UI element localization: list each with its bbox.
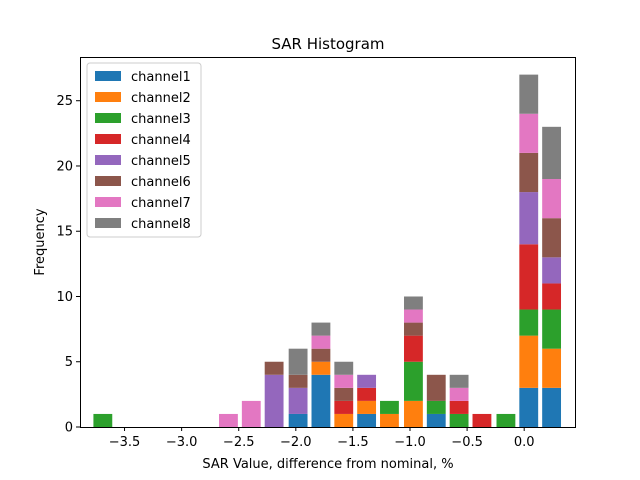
legend-label-channel7: channel7 (131, 196, 191, 211)
legend-label-channel2: channel2 (131, 91, 191, 106)
bar-channel8-bin-5 (311, 322, 331, 336)
legend-label-channel1: channel1 (131, 70, 191, 85)
bar-channel7-bin-15 (542, 179, 562, 219)
legend-box (86, 62, 202, 238)
bar-channel5-bin-4 (288, 387, 308, 414)
bar-channel4-bin-12 (472, 413, 492, 427)
legend-label-channel8: channel8 (131, 217, 191, 232)
legend-swatch-channel2 (95, 92, 121, 102)
bar-channel3-bin-10 (426, 400, 446, 414)
bar-channel7-bin-14 (519, 113, 539, 153)
x-tick-label: −2.0 (280, 435, 312, 450)
bar-channel7-bin-9 (404, 309, 423, 323)
bar-channel8-bin-15 (542, 126, 562, 180)
y-tick-label: 10 (56, 290, 73, 305)
bar-channel7-bin-11 (449, 387, 469, 401)
plot-area-frame (80, 57, 576, 428)
bars-layer (93, 74, 562, 427)
x-tick-label: −3.0 (166, 435, 198, 450)
legend-swatch-channel7 (95, 197, 121, 207)
bar-channel7-bin-5 (311, 335, 331, 349)
bar-channel1-bin-15 (542, 387, 562, 427)
chart-title: SAR Histogram (271, 35, 384, 53)
legend-label-channel4: channel4 (131, 133, 191, 148)
legend-swatch-channel5 (95, 155, 121, 165)
y-tick-label: 25 (56, 94, 73, 109)
bar-channel6-bin-6 (334, 387, 354, 401)
bar-channel2-bin-15 (542, 348, 562, 388)
bar-channel3-bin-15 (542, 309, 562, 349)
x-axis-label: SAR Value, difference from nominal, % (202, 457, 453, 472)
bar-channel5-bin-3 (264, 374, 284, 427)
bar-channel7-bin-1 (219, 413, 238, 427)
bar-channel6-bin-10 (426, 374, 446, 401)
x-tick-label: 0.0 (514, 435, 535, 450)
bar-channel1-bin-10 (426, 413, 446, 427)
bar-channel1-bin-7 (357, 413, 377, 427)
bar-channel2-bin-8 (380, 413, 399, 427)
bar-channel5-bin-14 (519, 192, 539, 245)
bar-channel3-bin-14 (519, 309, 539, 336)
legend-label-channel3: channel3 (131, 112, 191, 127)
bar-channel3-bin-13 (496, 413, 516, 427)
legend-swatch-channel4 (95, 134, 121, 144)
bar-channel1-bin-4 (288, 413, 308, 427)
bar-channel6-bin-9 (404, 322, 423, 336)
bar-channel4-bin-7 (357, 387, 377, 401)
bar-channel3-bin-9 (404, 361, 423, 401)
bar-channel8-bin-4 (288, 348, 308, 375)
x-tick-label: −2.5 (223, 435, 255, 450)
bar-channel4-bin-11 (449, 400, 469, 414)
bar-channel5-bin-7 (357, 374, 377, 388)
bar-channel1-bin-5 (311, 374, 331, 427)
x-axis-ticks: −3.5 −3.0 −2.5 −2.0 −1.5 −1.0 −0.5 0.0 (109, 427, 535, 450)
legend-swatch-channel6 (95, 176, 121, 186)
bar-channel3-bin-11 (449, 413, 469, 427)
legend-label-channel6: channel6 (131, 175, 191, 190)
bar-channel5-bin-15 (542, 257, 562, 284)
bar-channel8-bin-14 (519, 74, 539, 114)
y-tick-label: 20 (56, 159, 73, 174)
y-axis-ticks: 0 5 10 15 20 25 (56, 94, 80, 436)
bar-channel2-bin-14 (519, 335, 539, 388)
legend-label-channel5: channel5 (131, 154, 191, 169)
y-tick-label: 0 (65, 421, 73, 436)
legend: channel1 channel2 channel3 channel4 channel5… (86, 62, 202, 238)
x-tick-label: −1.5 (337, 435, 369, 450)
legend-swatch-channel1 (95, 71, 121, 81)
y-tick-label: 5 (65, 355, 73, 370)
bar-channel6-bin-14 (519, 152, 539, 193)
bar-channel2-bin-6 (334, 413, 354, 427)
bar-channel6-bin-3 (264, 361, 284, 375)
bar-channel2-bin-7 (357, 400, 377, 414)
bar-channel6-bin-15 (542, 218, 562, 258)
legend-swatch-channel8 (95, 218, 121, 228)
x-tick-label: −1.0 (394, 435, 426, 450)
bar-channel6-bin-4 (288, 374, 308, 388)
bar-channel2-bin-5 (311, 361, 331, 375)
bar-channel8-bin-11 (449, 374, 469, 388)
y-axis-label: Frequency (33, 208, 48, 275)
bar-channel7-bin-2 (241, 400, 261, 427)
bar-channel1-bin-14 (519, 387, 539, 427)
x-tick-label: −3.5 (109, 435, 141, 450)
bar-channel7-bin-6 (334, 374, 354, 388)
bar-channel8-bin-9 (404, 296, 423, 310)
bar-channel4-bin-14 (519, 244, 539, 310)
x-tick-label: −0.5 (451, 435, 483, 450)
bar-channel4-bin-6 (334, 400, 354, 414)
bar-channel2-bin-9 (404, 400, 423, 427)
y-tick-label: 15 (56, 225, 73, 240)
bar-channel3-bin-0 (93, 413, 113, 427)
bar-channel4-bin-9 (404, 335, 423, 362)
bar-channel8-bin-6 (334, 361, 354, 375)
bar-channel4-bin-15 (542, 283, 562, 310)
bar-channel6-bin-5 (311, 348, 331, 362)
legend-swatch-channel3 (95, 113, 121, 123)
bar-channel3-bin-8 (380, 400, 399, 414)
